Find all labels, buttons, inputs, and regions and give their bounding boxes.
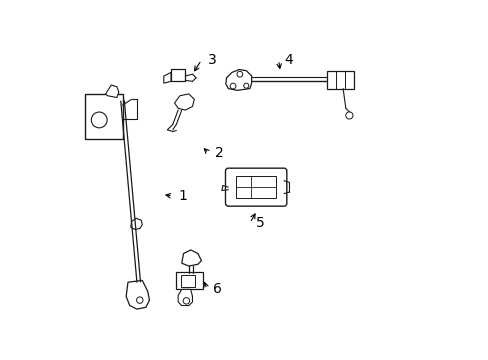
Polygon shape <box>174 94 194 110</box>
Circle shape <box>237 71 242 77</box>
Polygon shape <box>131 219 142 229</box>
Bar <box>180 275 195 287</box>
Bar <box>176 272 203 289</box>
Circle shape <box>244 83 248 88</box>
Text: 5: 5 <box>255 216 264 230</box>
FancyBboxPatch shape <box>225 168 286 206</box>
Polygon shape <box>225 69 251 90</box>
Polygon shape <box>163 72 171 83</box>
Polygon shape <box>85 94 122 139</box>
Circle shape <box>230 83 235 89</box>
Text: 4: 4 <box>284 53 293 67</box>
Bar <box>171 69 185 81</box>
Polygon shape <box>105 85 119 98</box>
Circle shape <box>91 112 107 128</box>
Text: 3: 3 <box>207 53 216 67</box>
Polygon shape <box>126 280 149 309</box>
Text: 2: 2 <box>214 146 223 160</box>
Text: 6: 6 <box>212 282 222 296</box>
Polygon shape <box>178 289 192 306</box>
Bar <box>236 176 275 198</box>
Circle shape <box>345 112 352 119</box>
Text: 1: 1 <box>179 189 187 203</box>
Circle shape <box>183 298 189 304</box>
Circle shape <box>136 297 142 303</box>
Polygon shape <box>182 250 201 266</box>
Polygon shape <box>326 71 353 89</box>
